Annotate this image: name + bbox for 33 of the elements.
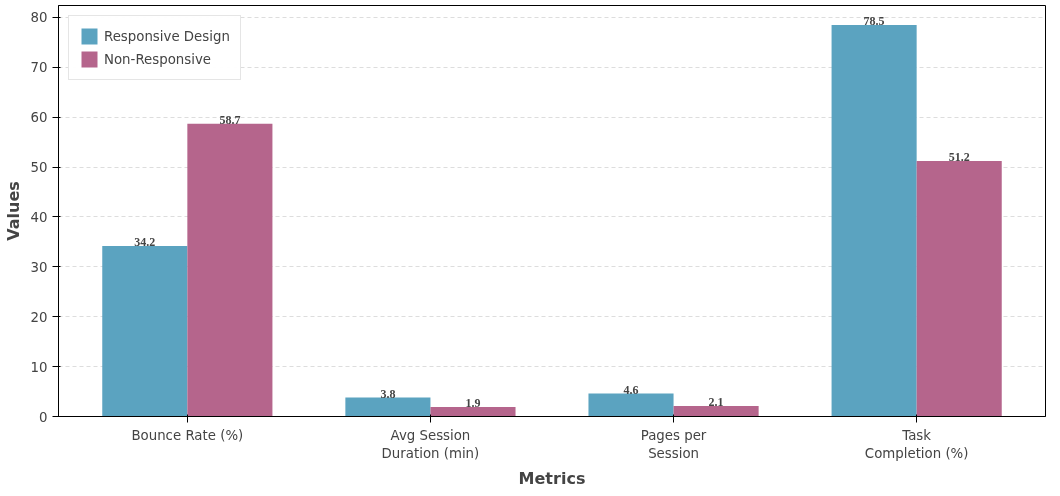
x-axis-title: Metrics	[518, 468, 586, 488]
y-tick-label: 40	[30, 209, 48, 225]
y-tick-label: 60	[30, 110, 48, 126]
y-tick-label: 20	[30, 309, 48, 325]
x-tick-label: Bounce Rate (%)	[131, 427, 244, 443]
data-label: 3.8	[380, 386, 396, 401]
bar	[345, 397, 431, 417]
bar	[102, 245, 188, 417]
data-label: 1.9	[465, 396, 481, 411]
bar	[916, 161, 1002, 417]
y-tick-label: 50	[30, 160, 48, 176]
data-label: 78.5	[863, 13, 885, 28]
y-tick-label: 30	[30, 259, 48, 275]
legend-label: Non-Responsive	[104, 51, 211, 67]
y-tick-label: 10	[30, 359, 48, 375]
bar	[673, 406, 759, 417]
legend-label: Responsive Design	[104, 28, 230, 44]
y-axis-title: Values	[3, 181, 23, 241]
data-label: 34.2	[134, 234, 156, 249]
x-tick-label: Avg Session Duration (min)	[381, 427, 480, 461]
data-label: 51.2	[948, 150, 970, 165]
y-tick-label: 80	[30, 10, 48, 26]
data-label: 2.1	[708, 395, 724, 410]
bar	[588, 393, 674, 417]
data-label: 4.6	[623, 382, 639, 397]
x-tick-label: Pages per Session	[640, 427, 707, 461]
x-tick-label: Task Completion (%)	[864, 427, 969, 461]
data-label: 58.7	[219, 112, 241, 127]
bar	[430, 407, 516, 417]
y-tick-label: 70	[30, 60, 48, 76]
bar	[187, 123, 273, 417]
y-tick-label: 0	[39, 409, 48, 425]
bar	[831, 24, 917, 417]
